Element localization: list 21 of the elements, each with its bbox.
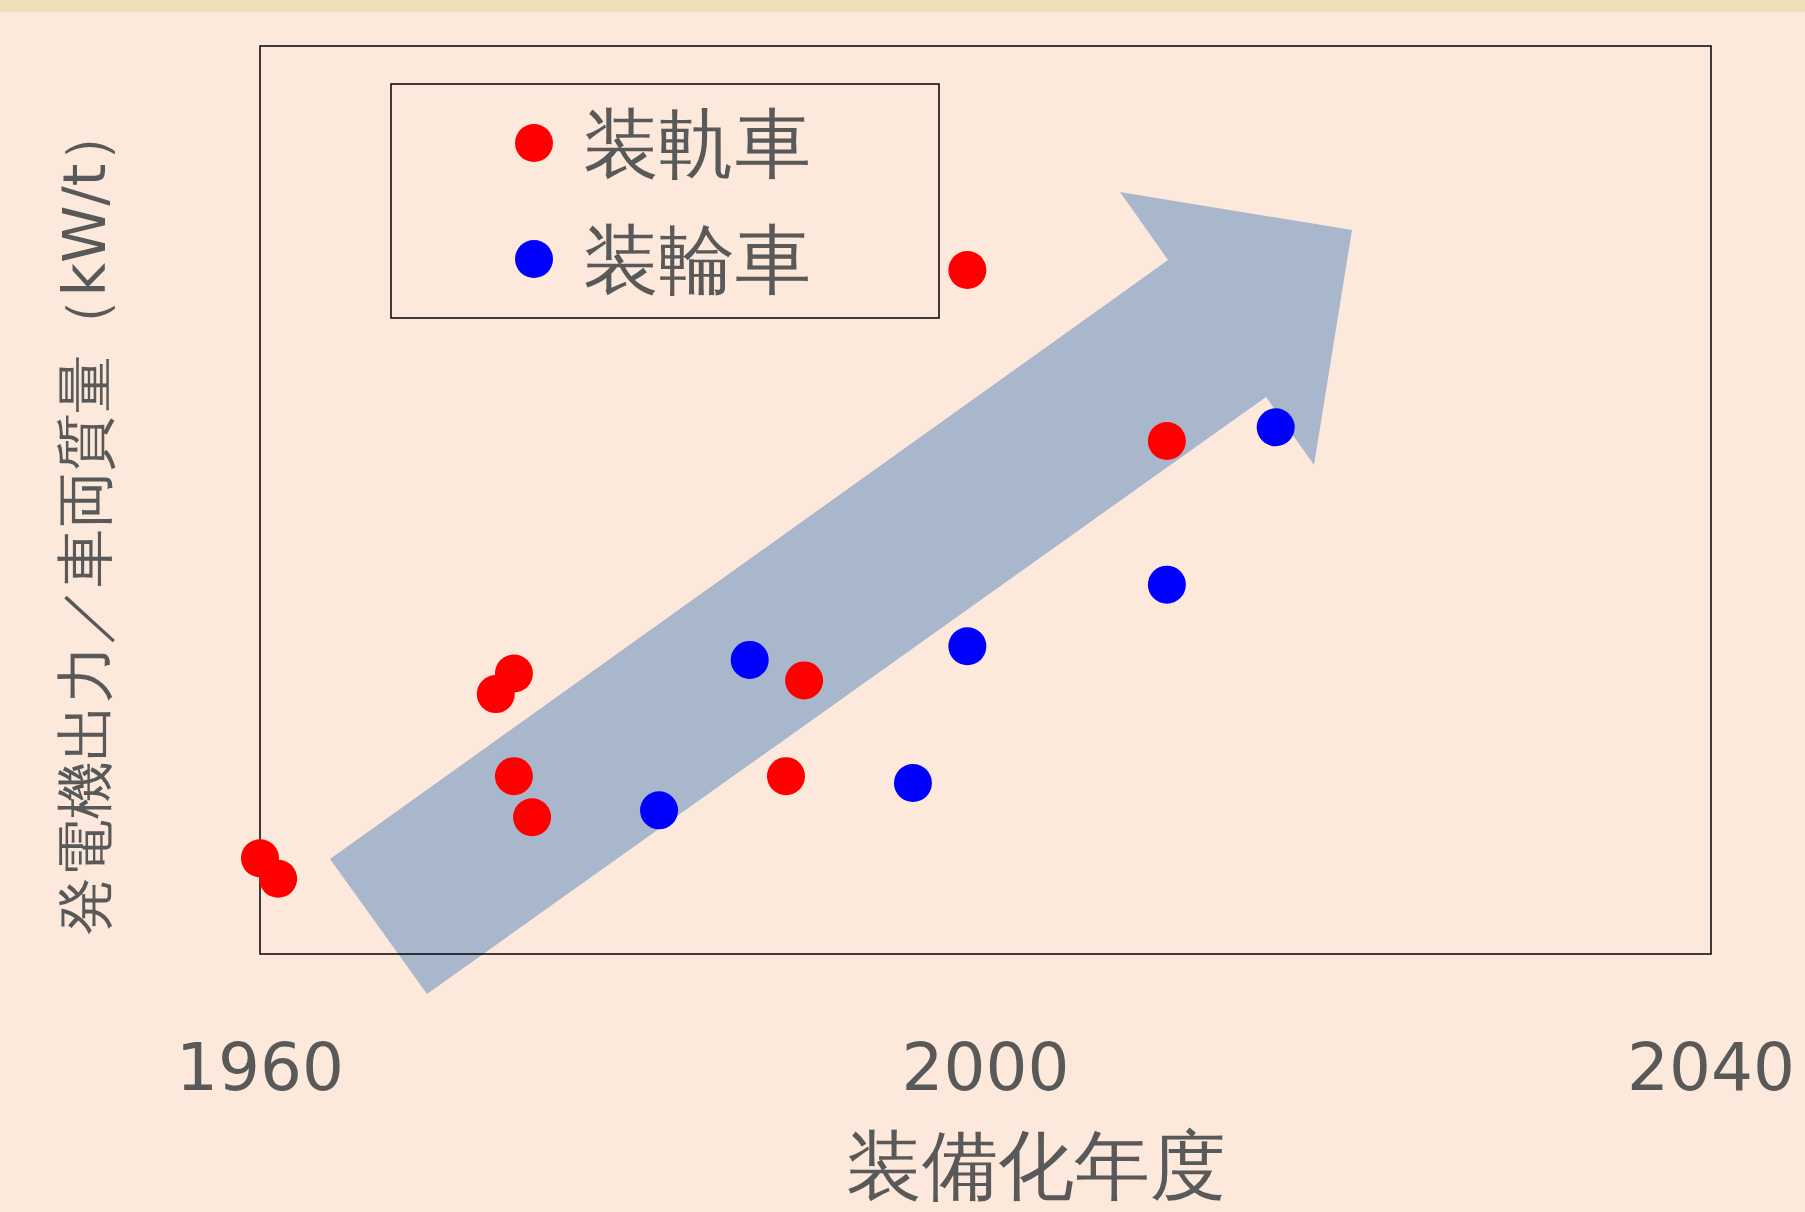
point <box>494 654 533 693</box>
point <box>1147 565 1186 604</box>
point <box>640 791 679 830</box>
point <box>893 764 932 802</box>
y-axis-title: 発電機出力／車両質量（kW/t） <box>51 105 119 935</box>
point <box>785 661 824 700</box>
point <box>1147 422 1186 460</box>
legend-label: 装軌車 <box>583 99 811 188</box>
point <box>1256 408 1295 447</box>
x-tick-label: 2000 <box>901 1029 1070 1106</box>
x-tick-label: 2040 <box>1627 1029 1795 1106</box>
point <box>948 251 987 289</box>
legend-label: 装輪車 <box>583 215 811 304</box>
point <box>948 627 987 666</box>
x-axis-title: 装備化年度 <box>845 1121 1226 1210</box>
point <box>494 757 533 796</box>
point <box>730 640 769 679</box>
point <box>513 798 552 837</box>
point <box>766 757 805 796</box>
point <box>259 859 298 898</box>
x-tick-label: 1960 <box>176 1029 344 1106</box>
